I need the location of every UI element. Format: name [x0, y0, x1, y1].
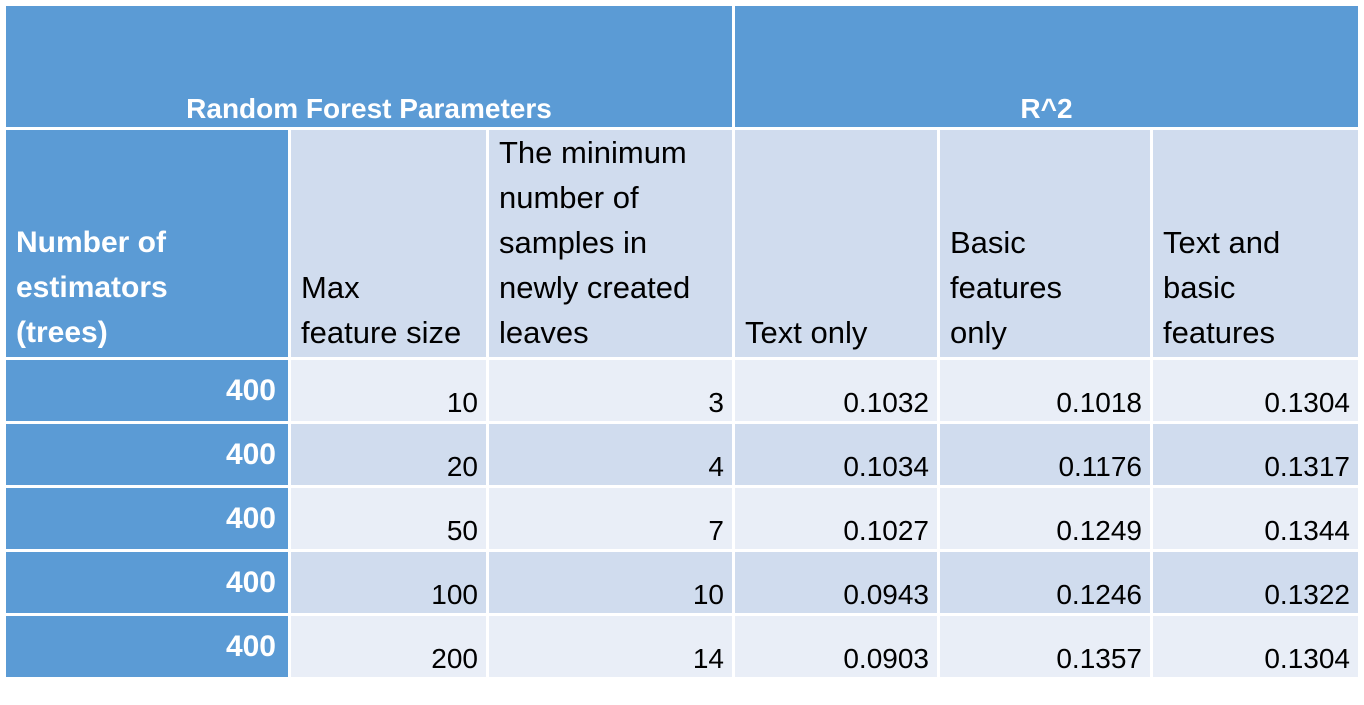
text-basic-cell: 0.1317	[1150, 421, 1361, 488]
text-only-cell: 0.1034	[732, 421, 940, 488]
text-basic-cell: 0.1344	[1150, 485, 1361, 552]
max-feature-cell: 20	[288, 421, 489, 488]
column-header-row: Number of estimators (trees) Max feature…	[3, 127, 1361, 360]
estimators-cell: 400	[3, 549, 291, 616]
text-only-cell: 0.0903	[732, 613, 940, 680]
table-row: 400 50 7 0.1027 0.1249 0.1344	[3, 485, 1361, 552]
header-line: (trees)	[16, 316, 108, 349]
table-row: 400 10 3 0.1032 0.1018 0.1304	[3, 357, 1361, 424]
min-samples-cell: 3	[486, 357, 735, 424]
table-row: 400 20 4 0.1034 0.1176 0.1317	[3, 421, 1361, 488]
max-feature-cell: 200	[288, 613, 489, 680]
group-header-row: Random Forest Parameters R^2	[3, 3, 1361, 130]
col-header-text-only: Text only	[732, 127, 940, 360]
col-header-max-feature: Max feature size	[288, 127, 489, 360]
text-only-cell: 0.0943	[732, 549, 940, 616]
col-header-estimators: Number of estimators (trees)	[3, 127, 291, 360]
text-basic-cell: 0.1304	[1150, 613, 1361, 680]
header-line: samples in	[499, 225, 648, 260]
header-line: The minimum	[499, 135, 687, 170]
max-feature-cell: 10	[288, 357, 489, 424]
basic-only-cell: 0.1176	[937, 421, 1153, 488]
min-samples-cell: 7	[486, 485, 735, 552]
estimators-cell: 400	[3, 421, 291, 488]
header-line: newly created	[499, 270, 691, 305]
text-basic-cell: 0.1322	[1150, 549, 1361, 616]
min-samples-cell: 4	[486, 421, 735, 488]
header-line: Basic	[950, 225, 1026, 260]
group-header-r2: R^2	[732, 3, 1361, 130]
text-only-cell: 0.1032	[732, 357, 940, 424]
basic-only-cell: 0.1018	[937, 357, 1153, 424]
max-feature-cell: 100	[288, 549, 489, 616]
min-samples-cell: 10	[486, 549, 735, 616]
estimators-cell: 400	[3, 613, 291, 680]
header-line: Text and	[1163, 225, 1281, 260]
header-line: Number of	[16, 226, 166, 259]
header-line: leaves	[499, 315, 589, 350]
basic-only-cell: 0.1357	[937, 613, 1153, 680]
header-line: estimators	[16, 271, 168, 304]
group-header-parameters: Random Forest Parameters	[3, 3, 735, 130]
random-forest-results-table: Random Forest Parameters R^2 Number of e…	[3, 3, 1361, 680]
header-line: basic	[1163, 270, 1236, 305]
table-row: 400 100 10 0.0943 0.1246 0.1322	[3, 549, 1361, 616]
estimators-cell: 400	[3, 485, 291, 552]
header-line: features	[1163, 315, 1276, 350]
min-samples-cell: 14	[486, 613, 735, 680]
header-line: features	[950, 270, 1063, 305]
max-feature-cell: 50	[288, 485, 489, 552]
header-line: number of	[499, 180, 639, 215]
text-basic-cell: 0.1304	[1150, 357, 1361, 424]
header-line: feature size	[301, 315, 462, 350]
header-line: Max	[301, 270, 360, 305]
basic-only-cell: 0.1249	[937, 485, 1153, 552]
header-line: only	[950, 315, 1007, 350]
text-only-cell: 0.1027	[732, 485, 940, 552]
header-line: Text only	[745, 315, 868, 350]
estimators-cell: 400	[3, 357, 291, 424]
basic-only-cell: 0.1246	[937, 549, 1153, 616]
col-header-min-samples: The minimum number of samples in newly c…	[486, 127, 735, 360]
col-header-basic-only: Basic features only	[937, 127, 1153, 360]
table-row: 400 200 14 0.0903 0.1357 0.1304	[3, 613, 1361, 680]
col-header-text-basic: Text and basic features	[1150, 127, 1361, 360]
